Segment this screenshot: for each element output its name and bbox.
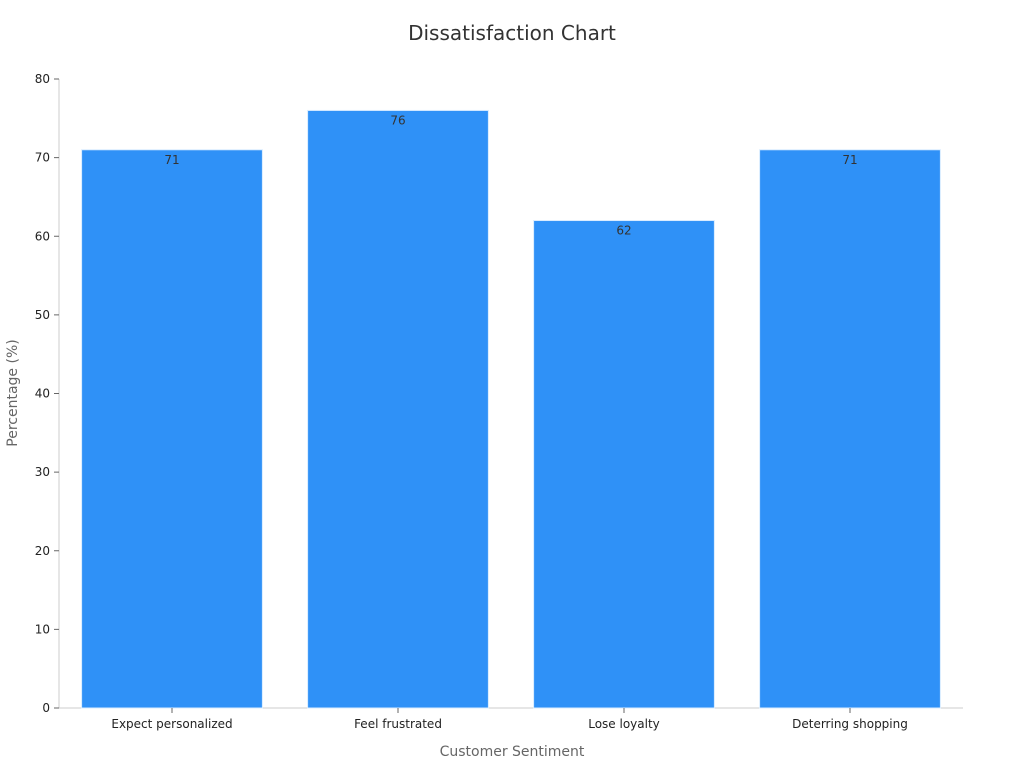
y-tick-label-80: 80 — [35, 72, 50, 86]
bar-3 — [533, 220, 715, 709]
y-tick-label-30: 30 — [35, 465, 50, 479]
y-ticks: 0 10 20 30 40 50 60 70 80 — [35, 72, 59, 715]
bar-2 — [307, 109, 489, 709]
x-tick-label-2: Feel frustrated — [354, 717, 442, 731]
bar-4 — [759, 149, 941, 709]
bar-1 — [81, 149, 263, 709]
y-tick-label-10: 10 — [35, 622, 50, 636]
y-tick-label-0: 0 — [42, 701, 50, 715]
y-tick-label-50: 50 — [35, 308, 50, 322]
data-labels: 71 76 62 71 — [164, 113, 857, 237]
x-axis-title: Customer Sentiment — [440, 744, 585, 760]
x-tick-label-4: Deterring shopping — [792, 717, 908, 731]
y-tick-label-40: 40 — [35, 387, 50, 401]
data-label-3: 62 — [616, 224, 631, 238]
data-label-2: 76 — [390, 113, 405, 127]
data-label-1: 71 — [164, 153, 179, 167]
bar-series — [81, 109, 941, 709]
y-axis-title: Percentage (%) — [5, 339, 21, 446]
x-tick-label-1: Expect personalized — [111, 717, 232, 731]
chart-title: Dissatisfaction Chart — [408, 21, 616, 45]
x-ticks: Expect personalized Feel frustrated Lose l… — [111, 708, 908, 731]
data-label-4: 71 — [842, 153, 857, 167]
y-tick-label-70: 70 — [35, 151, 50, 165]
y-tick-label-20: 20 — [35, 544, 50, 558]
x-tick-label-3: Lose loyalty — [588, 717, 660, 731]
y-tick-label-60: 60 — [35, 229, 50, 243]
